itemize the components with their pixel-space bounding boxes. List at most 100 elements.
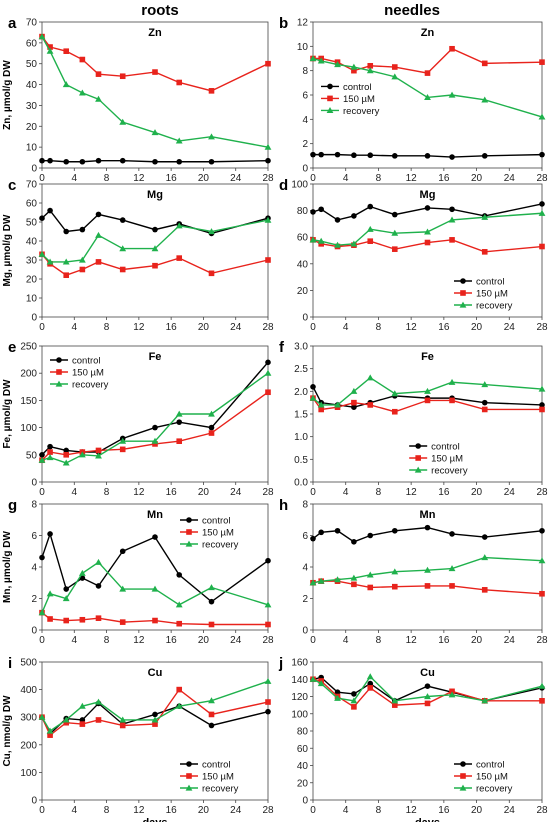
data-point <box>63 617 70 624</box>
data-point <box>63 228 70 235</box>
y-tick-label: 70 <box>26 18 38 29</box>
data-point <box>309 55 317 62</box>
legend-marker <box>186 773 192 779</box>
panel-letter: j <box>278 655 283 672</box>
x-tick-label: 12 <box>406 173 418 184</box>
data-point <box>208 133 215 140</box>
data-point <box>175 410 183 417</box>
y-tick-label: 6 <box>31 531 37 542</box>
data-point <box>264 216 272 223</box>
data-point <box>119 437 127 444</box>
y-tick-label: 0 <box>302 626 308 637</box>
data-point <box>310 535 316 542</box>
legend-marker <box>459 301 467 308</box>
data-point <box>38 609 46 616</box>
data-point <box>152 424 158 431</box>
data-point <box>63 452 70 458</box>
x-tick-label: 12 <box>406 635 418 646</box>
y-tick-label: 20 <box>26 122 38 133</box>
legend-marker <box>460 773 466 779</box>
series-line-recovery <box>41 36 269 148</box>
data-point <box>152 69 158 75</box>
data-point <box>318 529 324 536</box>
y-tick-label: 140 <box>291 675 308 686</box>
y-tick-label: 0.5 <box>294 455 308 466</box>
plot-frame <box>41 21 269 169</box>
data-point <box>119 157 126 164</box>
data-point <box>95 452 102 459</box>
y-tick-label: 50 <box>26 218 38 229</box>
x-tick-label: 24 <box>230 635 242 646</box>
legend-label: 150 µM <box>476 772 508 783</box>
y-tick-label: 400 <box>20 685 37 696</box>
y-tick-label: 12 <box>297 18 309 29</box>
data-point <box>78 702 86 709</box>
data-point <box>391 697 399 704</box>
data-point <box>351 399 357 406</box>
data-point <box>208 270 215 277</box>
data-point <box>539 698 545 704</box>
panel-title: Mn <box>420 509 436 521</box>
y-tick-label: 20 <box>26 275 38 286</box>
data-point <box>63 586 70 592</box>
data-point <box>481 534 488 540</box>
legend-marker <box>186 761 192 767</box>
y-tick-label: 2 <box>302 139 308 150</box>
series-line-recovery <box>312 57 543 118</box>
y-tick-label: 80 <box>297 727 309 738</box>
series-line-recovery <box>312 212 543 246</box>
series-line-recovery <box>312 376 543 406</box>
x-tick-label: 28 <box>536 173 548 184</box>
data-point <box>208 584 215 591</box>
x-tick-label: 4 <box>343 635 349 646</box>
data-point <box>350 387 358 394</box>
data-point <box>119 245 127 252</box>
data-point <box>351 704 357 710</box>
panel-title: Mg <box>420 189 436 201</box>
data-point <box>317 237 325 244</box>
x-tick-label: 16 <box>166 487 178 498</box>
data-point <box>334 694 341 701</box>
data-point <box>46 454 54 461</box>
x-tick-label: 20 <box>198 173 210 184</box>
x-tick-label: 0 <box>310 322 316 333</box>
data-point <box>391 527 398 534</box>
data-point <box>265 557 271 564</box>
panel-title: Fe <box>149 351 162 363</box>
x-tick-label: 4 <box>72 635 78 646</box>
data-point <box>265 257 271 263</box>
data-point <box>351 152 357 159</box>
y-tick-label: 2.5 <box>294 364 308 375</box>
data-point <box>95 211 102 218</box>
data-point <box>95 157 102 164</box>
y-tick-label: 160 <box>291 658 308 669</box>
y-tick-label: 0 <box>302 796 308 807</box>
data-point <box>351 213 357 219</box>
series-line-recovery <box>312 556 543 584</box>
data-point <box>208 711 215 718</box>
x-tick-label: 16 <box>438 487 450 498</box>
legend-label: recovery <box>72 380 109 391</box>
legend-label: recovery <box>343 106 380 117</box>
legend-marker <box>56 357 62 363</box>
y-tick-label: 0 <box>302 164 308 175</box>
panel-letter: b <box>279 15 288 32</box>
x-tick-label: 8 <box>376 173 382 184</box>
x-tick-label: 28 <box>262 805 274 816</box>
data-point <box>351 691 357 697</box>
data-point <box>208 430 215 436</box>
x-tick-label: 8 <box>376 635 382 646</box>
series-line-recovery <box>41 219 269 263</box>
data-point <box>481 554 489 561</box>
data-point <box>539 243 545 250</box>
panel-c: 0 10 20 30 40 50 60 70 0 4 8 12 16 20 24 28 c Mg Mg, µmol/… <box>2 177 274 333</box>
data-point <box>151 585 159 592</box>
y-tick-label: 200 <box>20 740 37 751</box>
data-point <box>539 406 545 413</box>
x-tick-label: 12 <box>133 173 145 184</box>
data-point <box>391 408 398 415</box>
